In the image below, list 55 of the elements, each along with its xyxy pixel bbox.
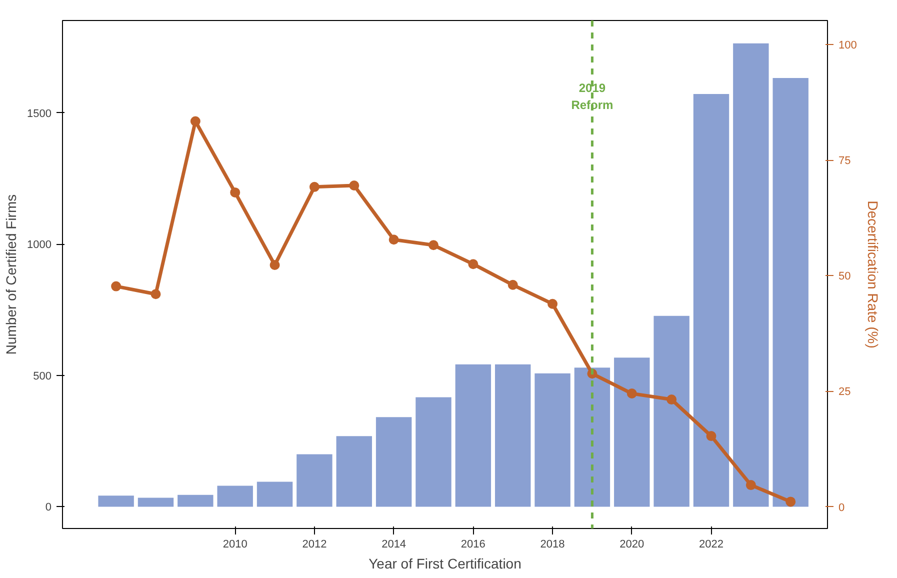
bar xyxy=(614,358,650,507)
y-tick-label: 1500 xyxy=(27,108,52,120)
y-tick-label: 1000 xyxy=(27,239,52,252)
y2-tick-label: 25 xyxy=(838,386,851,398)
point xyxy=(548,298,558,309)
bar xyxy=(296,454,332,507)
bar xyxy=(534,373,570,507)
point xyxy=(746,480,756,490)
point xyxy=(349,180,360,191)
bar xyxy=(416,397,452,507)
point xyxy=(270,260,280,270)
bar xyxy=(256,482,293,507)
point xyxy=(786,496,796,507)
x-tick-label: 2022 xyxy=(699,538,724,550)
point xyxy=(706,431,716,442)
x-tick-label: 2016 xyxy=(460,538,486,550)
x-tick-label: 2010 xyxy=(222,538,248,550)
point xyxy=(626,388,637,399)
x-tick-label: 2012 xyxy=(302,538,327,550)
point xyxy=(111,281,122,292)
y2-tick-label: 50 xyxy=(838,270,851,283)
bar xyxy=(98,496,134,507)
point xyxy=(666,394,677,405)
y-axis-title: Number of Certified Firms xyxy=(3,194,20,355)
x-tick-label: 2018 xyxy=(540,538,565,550)
point xyxy=(150,289,161,300)
bar xyxy=(772,78,808,507)
bar xyxy=(733,43,769,507)
bar xyxy=(138,498,174,507)
ref-line-label: 2019 Reform xyxy=(571,81,614,112)
x-tick-label: 2014 xyxy=(382,538,406,550)
bar xyxy=(574,368,610,507)
point xyxy=(508,280,518,290)
bar xyxy=(693,94,730,507)
point xyxy=(230,187,240,198)
bar xyxy=(455,364,492,507)
bar xyxy=(376,417,412,507)
bar xyxy=(654,316,690,507)
bar xyxy=(178,494,214,507)
point xyxy=(468,259,478,270)
x-axis-title: Year of First Certification xyxy=(368,556,522,572)
point xyxy=(190,116,200,126)
point xyxy=(428,240,438,250)
bar xyxy=(336,436,372,507)
y2-tick-label: 100 xyxy=(838,40,857,52)
y2-tick-label: 0 xyxy=(838,502,845,514)
x-tick-label: 2020 xyxy=(620,538,644,550)
point xyxy=(388,234,399,245)
y2-axis-title: Decertification Rate (%) xyxy=(864,200,881,348)
point xyxy=(309,182,320,192)
bar xyxy=(494,364,531,507)
y2-tick-label: 75 xyxy=(838,155,851,168)
y-tick-label: 500 xyxy=(33,370,52,382)
bar xyxy=(217,486,253,507)
y-tick-label: 0 xyxy=(45,502,52,514)
